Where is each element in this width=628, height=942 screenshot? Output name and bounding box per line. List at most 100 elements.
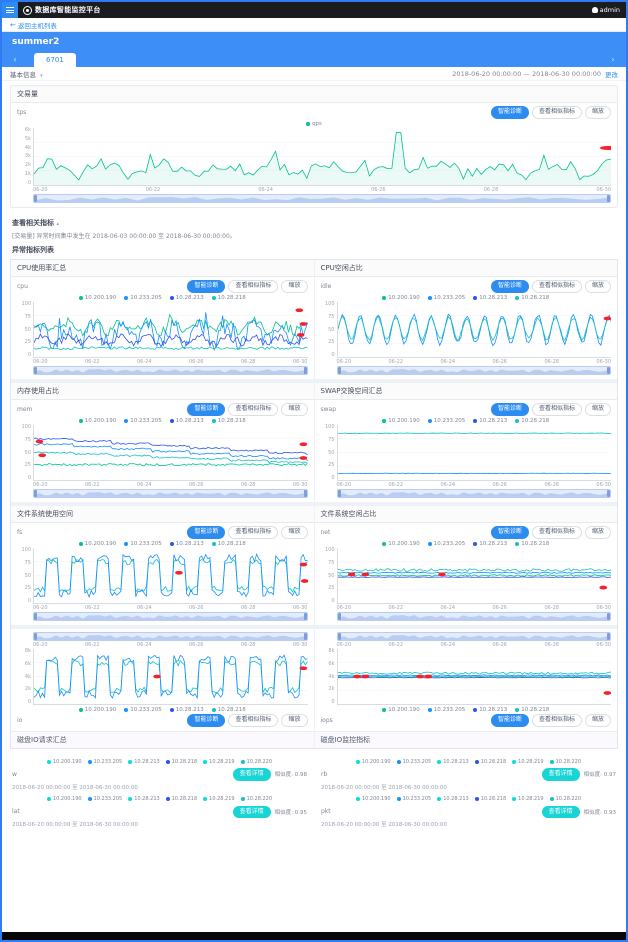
legend-item[interactable]: 10.28.213 <box>169 295 204 301</box>
datazoom-slider[interactable] <box>33 194 611 203</box>
legend-item[interactable]: 10.233.205 <box>124 295 162 301</box>
datazoom-handle[interactable] <box>34 195 37 202</box>
diagnose-button[interactable]: 智能诊断 <box>187 714 226 727</box>
legend-item[interactable]: 10.200.190 <box>46 759 82 765</box>
legend-item[interactable]: 10.233.205 <box>427 707 465 713</box>
legend-item[interactable]: 10.28.219 <box>203 759 235 765</box>
zoom-button[interactable]: 缩放 <box>584 403 611 416</box>
legend-item[interactable]: 10.28.220 <box>549 759 581 765</box>
datazoom-handle[interactable] <box>34 367 37 374</box>
legend-item[interactable]: 10.200.190 <box>355 796 391 802</box>
legend-item[interactable]: 10.28.218 <box>211 295 246 301</box>
hamburger-menu-icon[interactable] <box>2 2 18 18</box>
legend-item[interactable]: qps <box>306 121 322 127</box>
legend-item[interactable]: 10.28.213 <box>169 541 204 547</box>
chart-plot[interactable] <box>336 649 611 705</box>
back-link[interactable]: 返回主机列表 <box>17 21 57 30</box>
view-similar-button[interactable]: 查看相似指标 <box>228 280 279 293</box>
diagnose-button[interactable]: 智能诊断 <box>490 280 529 293</box>
zoom-button[interactable]: 缩放 <box>281 526 308 539</box>
legend-item[interactable]: 10.200.190 <box>382 418 420 424</box>
legend-item[interactable]: 10.233.205 <box>87 796 122 802</box>
diagnose-button[interactable]: 智能诊断 <box>490 106 529 119</box>
datazoom-handle[interactable] <box>303 633 307 640</box>
datazoom-handle[interactable] <box>303 613 307 620</box>
user-menu[interactable]: admin <box>591 6 620 14</box>
zoom-button[interactable]: 缩放 <box>584 526 611 539</box>
legend-item[interactable]: 10.200.190 <box>78 707 116 713</box>
legend-item[interactable]: 10.28.213 <box>169 707 204 713</box>
zoom-button[interactable]: 缩放 <box>281 403 308 416</box>
diagnose-button[interactable]: 智能诊断 <box>187 403 226 416</box>
legend-item[interactable]: 10.28.220 <box>240 759 272 765</box>
view-similar-button[interactable]: 查看相似指标 <box>531 106 582 119</box>
zoom-button[interactable]: 缩放 <box>584 714 611 727</box>
datazoom-slider[interactable] <box>33 612 308 621</box>
legend-item[interactable]: 10.28.213 <box>437 759 469 765</box>
datazoom-slider[interactable] <box>33 632 308 641</box>
datazoom-handle[interactable] <box>303 367 307 374</box>
view-similar-button[interactable]: 查看相似指标 <box>531 526 582 539</box>
zoom-button[interactable]: 缩放 <box>584 280 611 293</box>
change-range-link[interactable]: 更改 <box>605 70 618 79</box>
legend-item[interactable]: 10.28.213 <box>473 707 507 713</box>
legend-item[interactable]: 10.28.218 <box>515 295 549 301</box>
datazoom-handle[interactable] <box>337 490 341 497</box>
legend-item[interactable]: 10.233.205 <box>427 541 465 547</box>
legend-item[interactable]: 10.28.219 <box>512 796 544 802</box>
legend-item[interactable]: 10.28.213 <box>128 759 160 765</box>
datazoom-handle[interactable] <box>337 633 341 640</box>
chart-canvas[interactable] <box>337 548 612 603</box>
section-title[interactable]: 查看相关指标 ▴ <box>12 219 59 227</box>
zoom-button[interactable]: 缩放 <box>584 106 611 119</box>
chart-plot[interactable] <box>336 425 611 481</box>
legend-item[interactable]: 10.28.218 <box>211 707 246 713</box>
legend-item[interactable]: 10.200.190 <box>78 418 116 424</box>
view-detail-button[interactable]: 查看详情 <box>541 768 580 781</box>
datazoom-handle[interactable] <box>607 367 610 374</box>
legend-item[interactable]: 10.28.218 <box>515 541 549 547</box>
datazoom-handle[interactable] <box>607 195 610 202</box>
legend-item[interactable]: 10.200.190 <box>78 541 116 547</box>
chart-plot[interactable] <box>33 425 308 481</box>
datazoom-slider[interactable] <box>336 612 611 621</box>
legend-item[interactable]: 10.200.190 <box>382 541 420 547</box>
chart-plot[interactable] <box>33 649 308 705</box>
datazoom-slider[interactable] <box>336 366 611 375</box>
legend-item[interactable]: 10.233.205 <box>427 295 465 301</box>
view-detail-button[interactable]: 查看详情 <box>541 805 580 818</box>
zoom-button[interactable]: 缩放 <box>281 714 308 727</box>
legend-item[interactable]: 10.28.218 <box>211 541 246 547</box>
datazoom-handle[interactable] <box>607 490 610 497</box>
datazoom-handle[interactable] <box>337 613 341 620</box>
basic-info-toggle[interactable]: 基本信息 ▾ <box>10 70 43 79</box>
datazoom-slider[interactable] <box>336 632 611 641</box>
datazoom-handle[interactable] <box>34 613 37 620</box>
tabs-prev-icon[interactable]: ‹ <box>13 55 17 64</box>
chart-canvas[interactable] <box>34 425 308 480</box>
datazoom-handle[interactable] <box>34 490 37 497</box>
diagnose-button[interactable]: 智能诊断 <box>187 280 226 293</box>
legend-item[interactable]: 10.200.190 <box>382 295 420 301</box>
legend-item[interactable]: 10.28.218 <box>474 796 506 802</box>
legend-item[interactable]: 10.28.220 <box>549 796 581 802</box>
legend-item[interactable]: 10.200.190 <box>46 796 82 802</box>
datazoom-slider[interactable] <box>336 489 611 498</box>
legend-item[interactable]: 10.28.213 <box>128 796 160 802</box>
legend-item[interactable]: 10.28.218 <box>515 707 549 713</box>
legend-item[interactable]: 10.28.213 <box>473 541 507 547</box>
view-similar-button[interactable]: 查看相似指标 <box>531 280 582 293</box>
chart-plot[interactable] <box>33 302 308 358</box>
legend-item[interactable]: 10.28.213 <box>169 418 204 424</box>
datazoom-handle[interactable] <box>303 490 307 497</box>
chart-plot[interactable] <box>336 302 611 358</box>
legend-item[interactable]: 10.28.213 <box>473 295 507 301</box>
legend-item[interactable]: 10.28.218 <box>474 759 506 765</box>
datazoom-slider[interactable] <box>33 366 308 375</box>
legend-item[interactable]: 10.28.220 <box>240 796 272 802</box>
diagnose-button[interactable]: 智能诊断 <box>490 526 529 539</box>
view-detail-button[interactable]: 查看详情 <box>232 768 271 781</box>
zoom-button[interactable]: 缩放 <box>281 280 308 293</box>
chart-canvas[interactable] <box>34 548 308 603</box>
legend-item[interactable]: 10.28.219 <box>512 759 544 765</box>
